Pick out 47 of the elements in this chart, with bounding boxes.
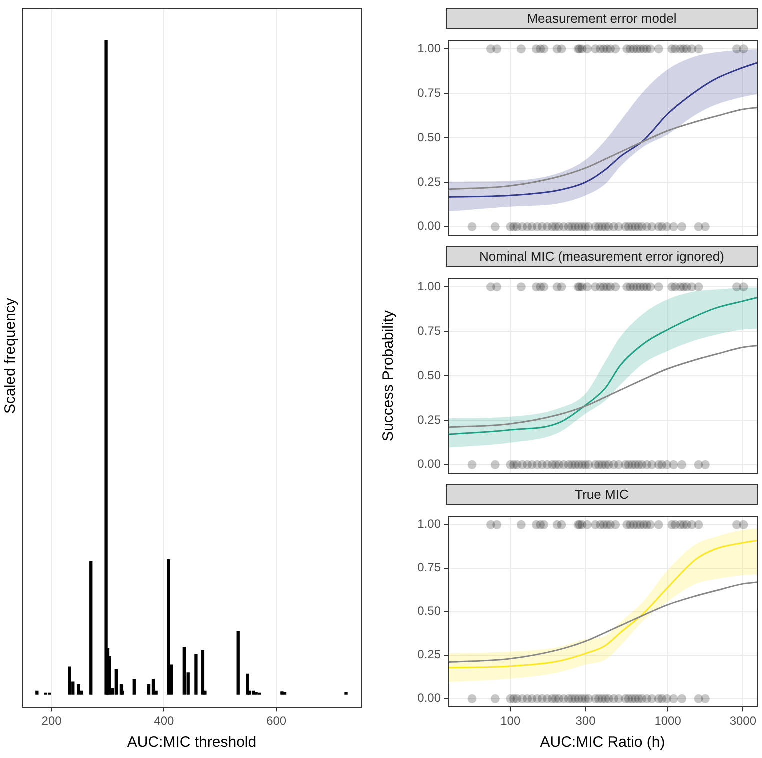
y-tick-label: 1.00 — [418, 41, 442, 56]
y-tick-label: 0.25 — [418, 412, 442, 427]
bar — [68, 666, 72, 695]
y-tick-label: 0.50 — [418, 604, 442, 618]
bar — [236, 631, 240, 695]
y-tick-label: 0.00 — [418, 219, 442, 234]
y-tick-label: 0.25 — [418, 648, 442, 662]
x-tick-label: 1000 — [654, 714, 682, 728]
bar — [344, 692, 348, 695]
bar — [254, 692, 258, 695]
bar — [152, 679, 156, 695]
y-tick-label: 0.50 — [418, 368, 442, 382]
x-tick-label: 600 — [266, 714, 287, 728]
bar — [283, 692, 287, 695]
x-tick-label: 200 — [42, 714, 62, 728]
x-tick-label: 100 — [500, 714, 521, 728]
y-tick-label: 1.00 — [418, 279, 442, 294]
bar — [36, 690, 39, 695]
y-tick-label: 0.75 — [418, 560, 442, 575]
bar — [132, 679, 136, 695]
chart-title: True MIC — [446, 484, 758, 505]
x-axis-title: AUC:MIC threshold — [127, 734, 257, 752]
bar — [77, 684, 80, 695]
bar — [280, 692, 284, 695]
y-axis-title: Success Probability — [380, 310, 398, 442]
bar — [252, 690, 256, 695]
x-tick-label: 400 — [154, 714, 175, 728]
y-tick-label: 0.75 — [418, 324, 442, 338]
bar — [167, 560, 170, 695]
bar — [194, 654, 198, 695]
y-axis-title: Scaled frequency — [2, 297, 19, 416]
bar — [182, 647, 186, 695]
y-tick-label: 0.25 — [418, 174, 442, 189]
x-tick-label: 300 — [576, 714, 596, 728]
bar — [104, 40, 108, 695]
bar — [201, 650, 205, 695]
y-tick-label: 0.50 — [418, 130, 442, 144]
bar — [90, 561, 93, 695]
x-tick-label: 3000 — [730, 714, 757, 728]
chart-title: Measurement error model — [446, 8, 758, 29]
chart-title: Nominal MIC (measurement error ignored) — [446, 246, 758, 267]
y-tick-label: 0.00 — [418, 457, 442, 472]
y-tick-label: 0.75 — [418, 86, 442, 100]
bar — [114, 669, 118, 695]
x-axis-title: AUC:MIC Ratio (h) — [540, 734, 666, 752]
y-tick-label: 1.00 — [418, 517, 442, 532]
y-tick-label: 0.00 — [418, 691, 442, 706]
